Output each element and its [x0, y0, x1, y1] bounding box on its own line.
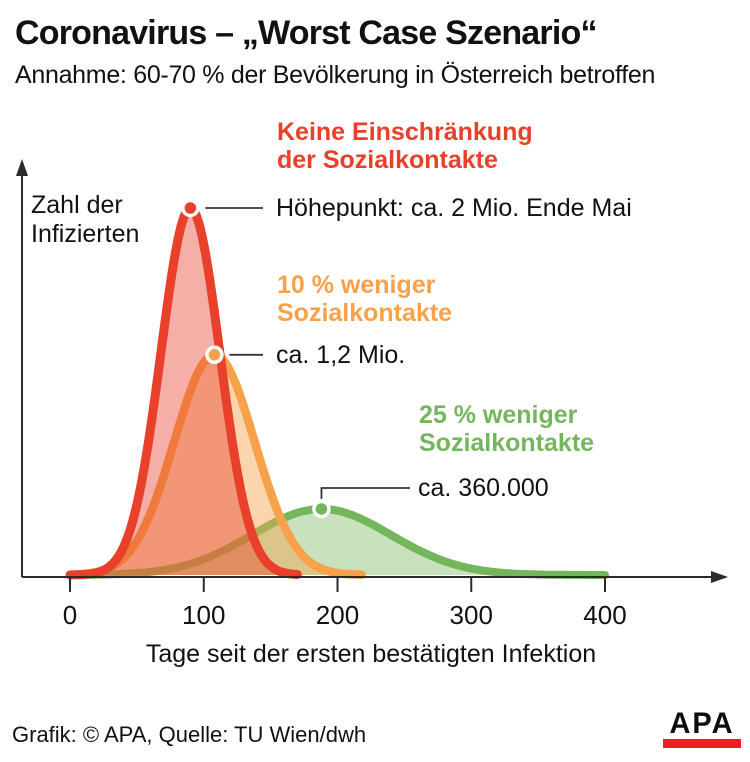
callout-line: [320, 487, 410, 499]
peak-annotation-25pct: ca. 360.000: [418, 474, 549, 502]
page-title: Coronavirus – „Worst Case Szenario“: [15, 14, 597, 52]
peak-dot: [312, 499, 331, 519]
curve-fill: [70, 208, 298, 575]
x-axis-title: Tage seit der ersten bestätigten Infekti…: [145, 640, 597, 668]
curve-fill: [70, 508, 605, 575]
x-tick-label: 100: [182, 600, 226, 630]
x-tick-label: 200: [315, 600, 360, 630]
x-axis-arrowhead: [711, 571, 728, 583]
series-label-line: 25 % weniger: [419, 401, 578, 429]
apa-logo: APA: [663, 707, 741, 748]
source-credit: Grafik: © APA, Quelle: TU Wien/dwh: [12, 722, 367, 747]
series-label-line: der Sozialkontakte: [277, 146, 498, 174]
series-label-line: Keine Einschränkung: [277, 118, 533, 146]
peak-dot: [205, 345, 224, 365]
peak-annotation-10pct: ca. 1,2 Mio.: [276, 341, 406, 369]
y-axis-label-line1: Zahl der: [31, 191, 123, 219]
curve-line: [65, 202, 302, 580]
y-axis-label-line2: Infizierten: [31, 220, 140, 248]
series-label-line: Sozialkontakte: [419, 429, 595, 457]
series-label-25pct-less: 25 % weniger Sozialkontakte: [419, 401, 594, 457]
peak-annotation-no-restriction: Höhepunkt: ca. 2 Mio. Ende Mai: [276, 194, 632, 222]
x-tick-label: 300: [449, 600, 493, 630]
x-tick-label: 400: [583, 600, 627, 630]
series-label-10pct-less: 10 % weniger Sozialkontakte: [277, 271, 452, 327]
y-axis-label: Zahl der Infizierten: [31, 191, 139, 249]
series-label-line: Sozialkontakte: [277, 299, 453, 327]
page-subtitle: Annahme: 60-70 % der Bevölkerung in Öste…: [15, 61, 656, 89]
series-label-line: 10 % weniger: [277, 271, 436, 299]
apa-logo-red-bar: [663, 739, 741, 748]
x-tick-label: 0: [62, 600, 78, 630]
apa-logo-text: APA: [669, 707, 735, 741]
y-axis-arrowhead: [16, 159, 28, 176]
peak-dot: [181, 198, 200, 218]
curve-line: [66, 504, 609, 579]
series-label-no-restriction: Keine Einschränkung der Sozialkontakte: [277, 118, 533, 174]
